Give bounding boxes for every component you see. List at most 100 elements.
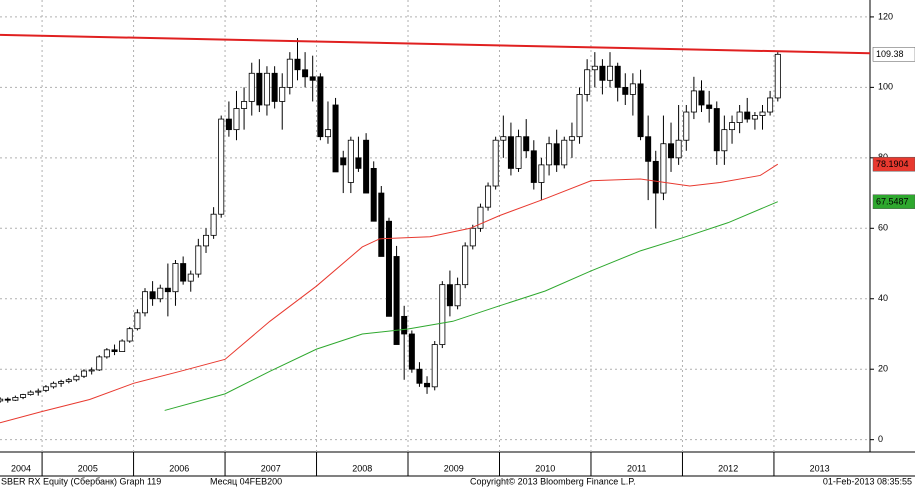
line	[0, 33, 871, 55]
candle-body	[652, 160, 659, 194]
candle-body	[485, 185, 492, 208]
footer-text: 01-Feb-2013 08:35:55	[823, 476, 912, 486]
candle-body	[507, 136, 514, 169]
candle-body	[607, 65, 614, 81]
candle-body	[73, 375, 80, 381]
candle-body	[294, 58, 301, 71]
candle-body	[4, 398, 11, 401]
candle-body	[568, 136, 575, 141]
candle-body	[416, 368, 423, 384]
candle-body	[385, 220, 392, 317]
candle-body	[103, 349, 110, 358]
candle-body	[454, 284, 461, 307]
x-tick-label: 2011	[627, 463, 646, 473]
candle-body	[683, 111, 690, 141]
x-tick-label: 2008	[352, 463, 372, 473]
candle-body	[0, 398, 4, 402]
candle-body	[332, 104, 339, 173]
y-tick-label: 0	[878, 434, 883, 444]
candle-body	[286, 58, 293, 88]
candle-body	[42, 386, 49, 391]
candle-body	[203, 234, 210, 247]
candle-body	[660, 143, 667, 194]
candle-body	[248, 72, 255, 102]
candle-body	[561, 139, 568, 166]
candle-body	[119, 340, 126, 352]
candle-body	[65, 379, 72, 382]
candle-body	[424, 382, 431, 388]
candle-body	[218, 118, 225, 215]
candle-body	[576, 94, 583, 138]
candle-body	[446, 284, 453, 307]
candle-body	[469, 227, 476, 247]
footer-text: Copyright© 2013 Bloomberg Finance L.P.	[470, 476, 636, 486]
candle-body	[591, 65, 598, 71]
candle-body	[401, 315, 408, 335]
candle-body	[111, 349, 118, 352]
candle-body	[729, 122, 736, 131]
candle-body	[530, 150, 537, 183]
candle-body	[622, 86, 629, 95]
candle-body	[58, 381, 65, 384]
candle-body	[27, 391, 34, 395]
candle-body	[492, 139, 499, 187]
candle-body	[241, 101, 248, 109]
candle-body	[50, 382, 57, 388]
candle-body	[96, 356, 103, 371]
candle-body	[340, 157, 347, 166]
candle-body	[370, 167, 377, 222]
candle-body	[408, 333, 415, 370]
candle-body	[431, 344, 438, 388]
candle-body	[302, 69, 309, 78]
candle-body	[309, 76, 316, 81]
last-value-tag	[872, 156, 915, 172]
candle-body	[210, 213, 217, 236]
x-tick-label: 2010	[535, 463, 555, 473]
candle-body	[713, 108, 720, 152]
candle-body	[225, 118, 232, 131]
footer-text: SBER RX Equity (Сбербанк) Graph 119	[1, 476, 161, 486]
candle-body	[20, 394, 27, 398]
candle-body	[538, 164, 545, 183]
candle-body	[439, 284, 446, 345]
last-value-tag	[872, 194, 915, 209]
candle-body	[614, 65, 621, 88]
candle-body	[233, 108, 240, 131]
candle-body	[126, 328, 133, 342]
x-tick-label: 2013	[810, 463, 830, 473]
last-value-label: 109.38	[876, 49, 904, 59]
candle-body	[774, 53, 781, 99]
candle-body	[637, 83, 644, 138]
candle-body	[271, 72, 278, 102]
candle-body	[355, 157, 362, 169]
x-tick-label: 2005	[78, 463, 98, 473]
candle-body	[187, 273, 194, 282]
candle-body	[553, 143, 560, 166]
x-tick-label: 2007	[261, 463, 281, 473]
candle-body	[706, 104, 713, 109]
candle-body	[195, 245, 202, 275]
candle-body	[279, 86, 286, 102]
candle-body	[12, 396, 19, 401]
x-tick-label: 2009	[444, 463, 464, 473]
candle-body	[500, 136, 507, 141]
line	[164, 201, 778, 411]
y-tick-label: 120	[878, 11, 893, 21]
candle-body	[515, 136, 522, 169]
candle-body	[629, 83, 636, 95]
candle-body	[698, 90, 705, 106]
candle-body	[263, 72, 270, 106]
candle-body	[736, 111, 743, 124]
last-value-label: 78.1904	[876, 159, 909, 169]
line	[0, 163, 779, 424]
y-tick-label: 60	[878, 223, 888, 233]
candle-body	[172, 263, 179, 293]
candle-body	[584, 69, 591, 95]
candle-body	[675, 139, 682, 159]
candle-body	[256, 72, 263, 106]
candle-body	[462, 245, 469, 286]
candle-body	[347, 139, 354, 183]
candle-body	[546, 143, 553, 166]
candle-body	[759, 111, 766, 116]
